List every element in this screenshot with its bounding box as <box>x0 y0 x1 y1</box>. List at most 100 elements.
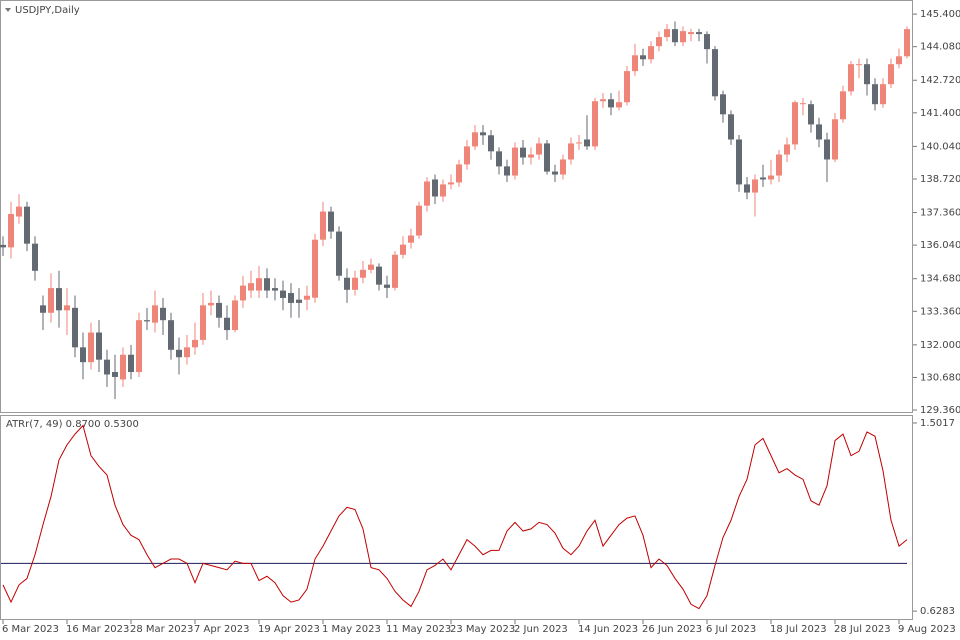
candle-body <box>560 159 566 175</box>
candle-body <box>376 266 382 285</box>
candle-body <box>888 64 894 85</box>
candle-body <box>72 307 78 348</box>
indicator-panel <box>0 415 913 620</box>
candle-body <box>384 284 390 288</box>
candle-body <box>256 278 262 291</box>
candle-body <box>528 154 534 158</box>
candle-body <box>616 102 622 108</box>
candle-body <box>792 102 798 145</box>
candle-body <box>328 211 334 232</box>
chart-title: USDJPY,Daily <box>15 5 80 16</box>
candle-body <box>632 55 638 72</box>
candle-body <box>520 147 526 158</box>
candle-body <box>184 347 190 358</box>
candle-body <box>488 135 494 152</box>
candle-body <box>424 181 430 206</box>
candle-body <box>64 305 70 311</box>
candle-body <box>568 143 574 160</box>
candle-body <box>320 211 326 240</box>
candle-body <box>880 84 886 105</box>
candle-body <box>480 132 486 136</box>
y-tick-label: 129.360 <box>920 405 960 416</box>
x-tick-label: 14 Jun 2023 <box>578 624 638 635</box>
candle-body <box>640 55 646 60</box>
candle-body <box>392 254 398 288</box>
candle-body <box>760 177 766 180</box>
y-tick-label: 140.040 <box>920 141 960 152</box>
candle-body <box>296 299 302 303</box>
candle-body <box>400 244 406 255</box>
candle-body <box>128 354 134 373</box>
candle-body <box>416 205 422 236</box>
candle-body <box>856 64 862 66</box>
y-tick-label: 1.5017 <box>920 418 955 429</box>
candle-body <box>904 29 910 57</box>
candle-body <box>552 171 558 175</box>
y-tick-label: 142.720 <box>920 75 960 86</box>
y-tick-label: 137.360 <box>920 208 960 219</box>
candle-body <box>152 305 158 323</box>
candle-body <box>696 32 702 35</box>
candle-body <box>624 71 630 103</box>
x-tick-label: 28 Mar 2023 <box>130 624 193 635</box>
candle-body <box>496 151 502 167</box>
candle-body <box>56 288 62 311</box>
candle-body <box>592 101 598 147</box>
candle-body <box>224 317 230 331</box>
candle-body <box>728 114 734 140</box>
candle-body <box>16 206 22 217</box>
candle-body <box>736 139 742 185</box>
y-tick-label: 141.400 <box>920 108 960 119</box>
candle-body <box>112 372 118 377</box>
candle-body <box>672 29 678 43</box>
candle-body <box>272 288 278 291</box>
x-tick-label: 28 Jul 2023 <box>834 624 891 635</box>
candle-body <box>104 359 110 375</box>
candle-body <box>504 166 510 176</box>
x-tick-label: 1 May 2023 <box>322 624 381 635</box>
candle-body <box>584 139 590 147</box>
collapse-icon <box>5 8 11 12</box>
candle-body <box>248 283 254 291</box>
candle-body <box>864 64 870 85</box>
candle-body <box>512 147 518 176</box>
y-tick-label: 133.360 <box>920 306 960 317</box>
candle-body <box>600 99 606 102</box>
candle-body <box>368 264 374 270</box>
candle-body <box>176 349 182 358</box>
candle-body <box>872 84 878 105</box>
candle-body <box>536 143 542 155</box>
x-tick-label: 23 May 2023 <box>450 624 515 635</box>
candle-body <box>656 37 662 47</box>
y-tick-label: 138.720 <box>920 174 960 185</box>
candle-body <box>648 46 654 60</box>
candle-body <box>24 206 30 244</box>
candle-body <box>744 184 750 193</box>
indicator-line <box>2 424 908 610</box>
candle-body <box>304 295 310 300</box>
candle-body <box>280 290 286 298</box>
x-tick-label: 11 May 2023 <box>386 624 451 635</box>
candle-body <box>192 339 198 348</box>
candle-body <box>448 182 454 185</box>
candle-body <box>544 143 550 172</box>
candle-body <box>688 32 694 35</box>
candle-body <box>0 244 6 248</box>
candle-body <box>288 293 294 303</box>
x-tick-label: 2 Jun 2023 <box>514 624 568 635</box>
candle-body <box>848 64 854 92</box>
candle-body <box>664 29 670 38</box>
candle-body <box>720 94 726 115</box>
candle-body <box>840 91 846 120</box>
candle-body <box>784 144 790 155</box>
y-tick-label: 132.000 <box>920 340 960 351</box>
price-panel <box>0 0 913 413</box>
candle-body <box>48 288 54 313</box>
y-tick-label: 130.680 <box>920 372 960 383</box>
y-tick-label: 144.080 <box>920 42 960 53</box>
candle-body <box>8 214 14 248</box>
candle-body <box>240 285 246 301</box>
x-tick-label: 7 Apr 2023 <box>194 624 249 635</box>
